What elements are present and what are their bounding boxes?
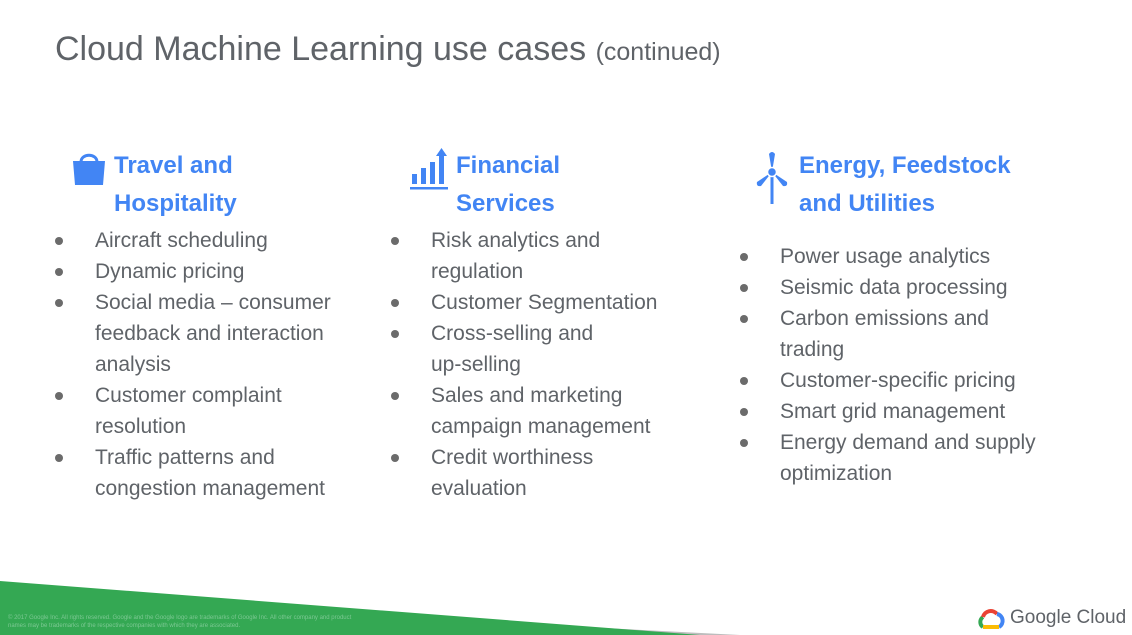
list-item-text: resolution [95,411,375,442]
bullet-icon [740,377,748,385]
list-item-text: Energy demand and supply [780,427,1080,458]
list-item-text: Risk analytics and [431,225,721,256]
list-item-text: evaluation [431,473,721,504]
list-item: Sales and marketing campaign management [391,380,721,442]
list-item-text: congestion management [95,473,375,504]
column-heading-line: Financial [456,147,560,185]
list-item-text: regulation [431,256,721,287]
bullet-icon [740,408,748,416]
list-item: Seismic data processing [740,272,1080,303]
list-item: Customer-specific pricing [740,365,1080,396]
list-item: Risk analytics and regulation [391,225,721,287]
copyright-text: © 2017 Google Inc. All rights reserved. … [8,614,368,630]
wind-turbine-icon [752,150,792,206]
bullet-icon [55,268,63,276]
bullet-icon [740,284,748,292]
slide-title: Cloud Machine Learning use cases (contin… [55,30,721,69]
list-item-text: analysis [95,349,375,380]
list-item-text: Traffic patterns and [95,442,375,473]
list-item-text: Cross-selling and [431,318,721,349]
list-item: Energy demand and supply optimization [740,427,1080,489]
bullet-icon [391,392,399,400]
google-cloud-logo-text: Google Cloud [1010,607,1126,629]
list-item-text: feedback and interaction [95,318,375,349]
list-item-text: Power usage analytics [780,245,990,268]
list-item-text: campaign management [431,411,721,442]
list-item-text: Sales and marketing [431,380,721,411]
list-item-text: optimization [780,458,1080,489]
slide-title-suffix: (continued) [596,38,721,66]
list-item-text: Smart grid management [780,400,1005,423]
list-item-text: Carbon emissions and [780,303,1080,334]
list-item: Dynamic pricing [55,256,375,287]
column-heading: Travel and Hospitality [114,147,237,223]
list-item-text: Seismic data processing [780,276,1008,299]
column-heading-line: Energy, Feedstock [799,147,1011,185]
bullet-icon [391,237,399,245]
list-item-text: Dynamic pricing [95,260,244,283]
bullet-icon [740,253,748,261]
column-heading: Energy, Feedstock and Utilities [799,147,1011,223]
bullet-icon [55,392,63,400]
bullet-icon [740,315,748,323]
list-item: Aircraft scheduling [55,225,375,256]
list-item: Carbon emissions and trading [740,303,1080,365]
list-item: Cross-selling and up-selling [391,318,721,380]
slide-title-main: Cloud Machine Learning use cases [55,30,586,68]
google-cloud-logo: Google Cloud [976,605,1126,635]
column-heading-line: Hospitality [114,185,237,223]
list-item: Power usage analytics [740,241,1080,272]
list-item-text: Customer Segmentation [431,291,657,314]
bullet-icon [391,299,399,307]
column-heading-line: Travel and [114,147,237,185]
shopping-bag-icon [70,150,108,188]
list-item: Customer complaint resolution [55,380,375,442]
list-item: Customer Segmentation [391,287,721,318]
use-case-list: Power usage analytics Seismic data proce… [740,241,1080,489]
bar-chart-up-icon [410,148,450,190]
bullet-icon [740,439,748,447]
list-item: Credit worthiness evaluation [391,442,721,504]
list-item-text: Credit worthiness [431,442,721,473]
list-item-text: Customer complaint [95,380,375,411]
column-heading: Financial Services [456,147,560,223]
bullet-icon [55,299,63,307]
bullet-icon [55,454,63,462]
column-heading-line: and Utilities [799,185,1011,223]
use-case-list: Aircraft scheduling Dynamic pricing Soci… [55,225,375,504]
google-cloud-logo-icon [976,607,1006,633]
bullet-icon [391,330,399,338]
bullet-icon [391,454,399,462]
bullet-icon [55,237,63,245]
use-case-list: Risk analytics and regulation Customer Se… [391,225,721,504]
list-item-text: trading [780,334,1080,365]
list-item: Traffic patterns and congestion managemen… [55,442,375,504]
list-item-text: Customer-specific pricing [780,369,1016,392]
list-item-text: Social media – consumer [95,287,375,318]
list-item: Social media – consumer feedback and inte… [55,287,375,380]
list-item-text: up-selling [431,349,721,380]
list-item: Smart grid management [740,396,1080,427]
column-heading-line: Services [456,185,560,223]
list-item-text: Aircraft scheduling [95,229,268,252]
